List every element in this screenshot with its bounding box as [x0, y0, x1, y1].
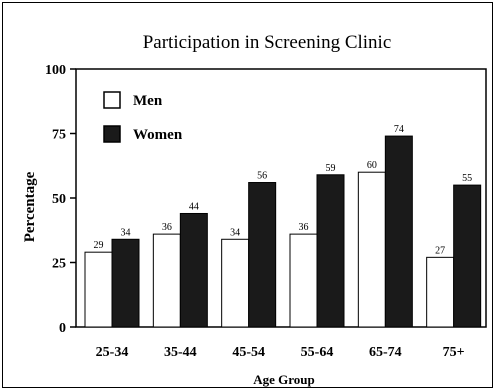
legend-swatch-women — [103, 125, 121, 143]
x-tick-label: 45-54 — [232, 345, 265, 360]
data-label-women: 56 — [257, 171, 267, 182]
data-label-women: 59 — [326, 163, 336, 174]
y-tick-label: 50 — [52, 192, 66, 207]
y-tick-label: 100 — [45, 63, 66, 78]
x-tick-label: 65-74 — [369, 345, 402, 360]
x-axis-label: Age Group — [253, 372, 315, 387]
legend-label-men: Men — [133, 93, 163, 109]
bar-women — [179, 212, 208, 328]
plot-area: 0 25 50 75 100 29 34 25-34 36 44 35-44 34 56 45-54 36 5… — [45, 63, 487, 360]
data-label-women: 55 — [462, 173, 472, 184]
chart-title: Participation in Screening Clinic — [143, 32, 392, 53]
x-tick-label: 75+ — [443, 345, 465, 360]
bar-women — [384, 135, 413, 328]
y-axis-label: Percentage — [22, 171, 38, 242]
data-label-women: 44 — [189, 201, 199, 212]
data-label-women: 74 — [394, 124, 404, 135]
x-tick-label: 35-44 — [164, 345, 197, 360]
bar-women — [111, 238, 140, 328]
bar-women — [316, 174, 345, 328]
y-tick-label: 0 — [59, 321, 66, 336]
legend-swatch-men — [103, 91, 121, 109]
data-label-men: 29 — [94, 240, 104, 251]
bar-women — [453, 184, 482, 328]
data-label-men: 34 — [230, 227, 240, 238]
data-label-men: 36 — [162, 222, 172, 233]
y-tick-label: 75 — [52, 128, 66, 143]
bar-men — [426, 256, 455, 328]
bar-men — [221, 238, 250, 328]
bar-men — [84, 251, 113, 328]
y-tick-label: 25 — [52, 257, 66, 272]
bar-women — [248, 182, 277, 328]
bar-men — [152, 233, 181, 328]
x-tick-label: 25-34 — [96, 345, 129, 360]
x-tick-label: 55-64 — [301, 345, 334, 360]
data-label-men: 60 — [367, 160, 377, 171]
data-label-men: 27 — [435, 245, 445, 256]
bar-men — [289, 233, 318, 328]
data-label-men: 36 — [299, 222, 309, 233]
bar-men — [357, 171, 386, 328]
data-label-women: 34 — [121, 227, 131, 238]
legend-label-women: Women — [133, 127, 183, 143]
